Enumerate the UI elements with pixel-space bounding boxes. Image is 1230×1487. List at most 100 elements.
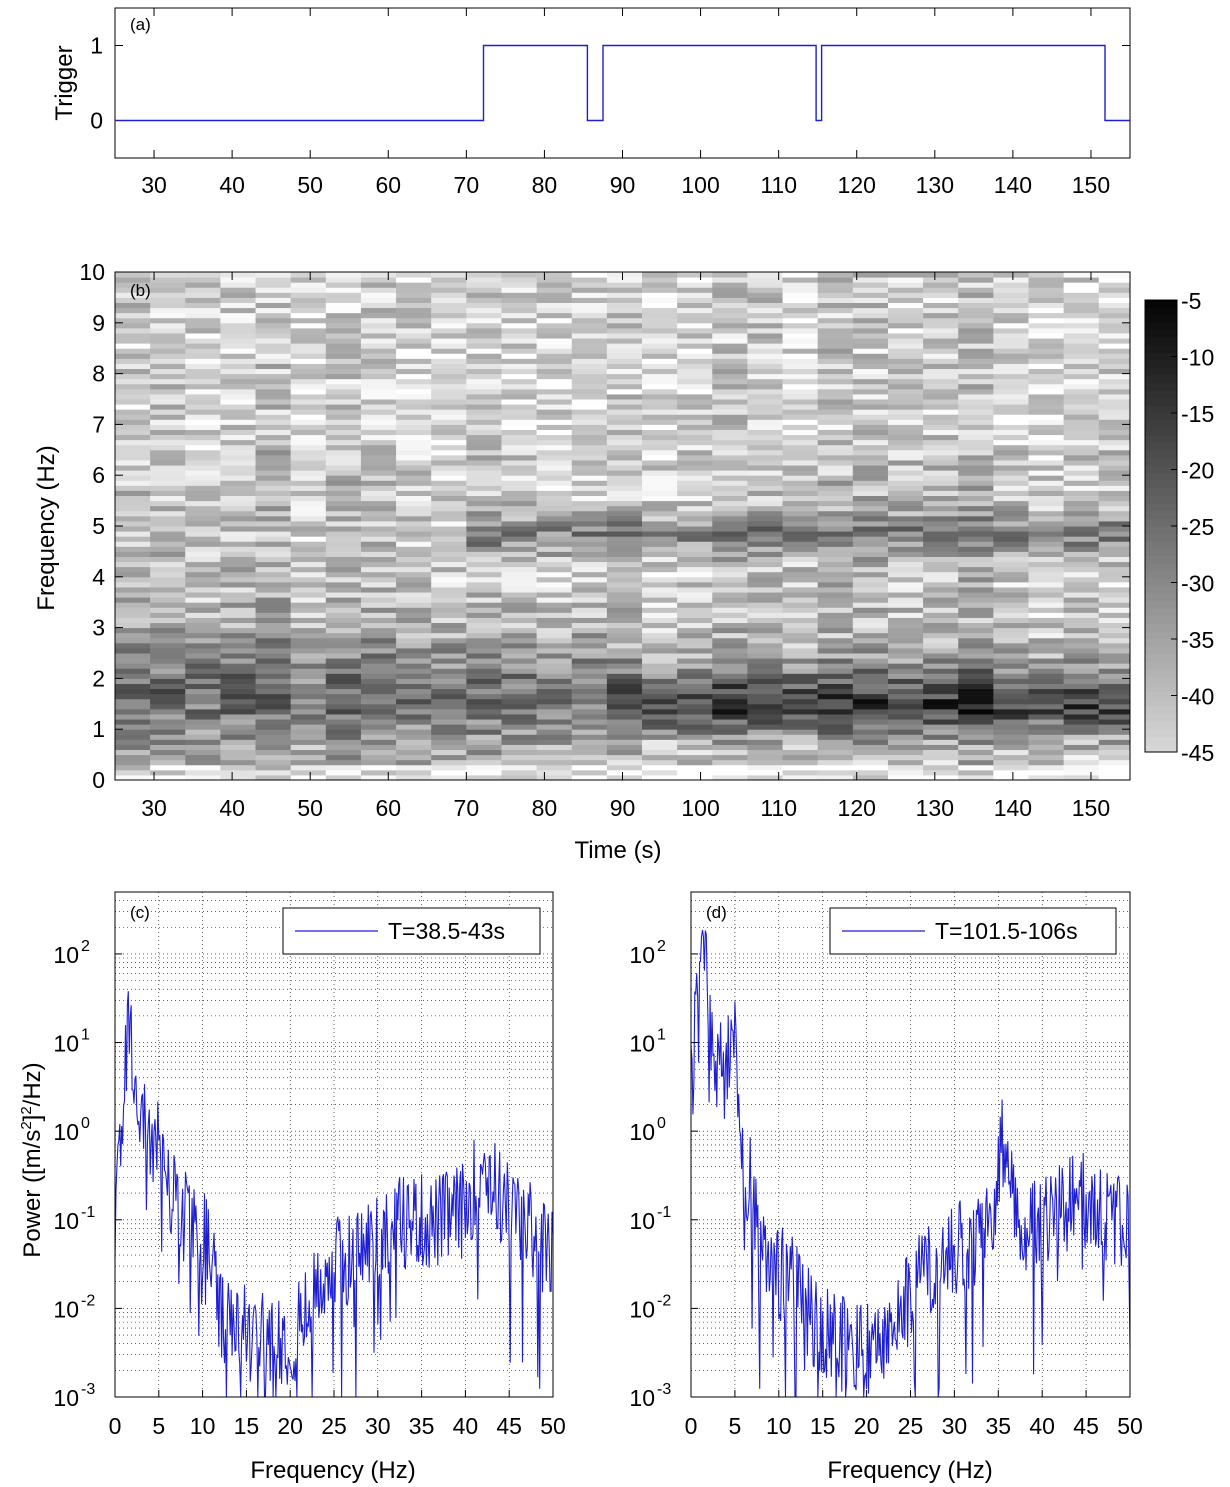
- spectrogram-cell: [1098, 378, 1131, 385]
- spectrogram-cell: [993, 744, 1029, 751]
- spectrogram-cell: [606, 444, 643, 451]
- spectrogram-cell: [571, 627, 608, 634]
- spectrogram-cell: [536, 658, 573, 664]
- spectrogram-cell: [712, 653, 748, 659]
- spectrogram-cell: [431, 581, 467, 588]
- spectrogram-cell: [887, 454, 924, 461]
- spectrogram-cell: [993, 592, 1029, 598]
- spectrogram-cell: [571, 561, 608, 568]
- panel-d-tag: (d): [706, 903, 727, 922]
- spectrogram-cell: [958, 703, 994, 710]
- spectrogram-cell: [747, 571, 784, 578]
- spectrogram-cell: [677, 698, 713, 705]
- spectrogram-cell: [852, 607, 889, 613]
- spectrogram-cell: [501, 414, 538, 420]
- spectrogram-cell: [501, 399, 538, 405]
- spectrogram-cell: [290, 653, 327, 659]
- spectrogram-cell: [571, 302, 608, 309]
- spectrogram-cell: [887, 698, 924, 705]
- spectrogram-cell: [185, 439, 221, 446]
- spectrogram-cell: [536, 449, 573, 456]
- spectrogram-cell: [993, 368, 1029, 375]
- spectrogram-cell: [290, 622, 327, 629]
- colorbar-step: [1145, 586, 1177, 595]
- spectrogram-cell: [431, 683, 467, 690]
- spectrogram-cell: [887, 424, 924, 430]
- spectrogram-cell: [150, 713, 186, 720]
- spectrogram-cell: [115, 302, 151, 309]
- spectrogram-cell: [958, 617, 994, 624]
- spectrogram-cell: [923, 424, 959, 430]
- spectrogram-cell: [536, 642, 573, 649]
- spectrogram-cell: [290, 297, 327, 303]
- spectrogram-cell: [290, 744, 327, 751]
- spectrogram-cell: [852, 703, 889, 710]
- spectrogram-cell: [1028, 292, 1065, 298]
- spectrogram-cell: [923, 282, 959, 288]
- spectrogram-cell: [466, 597, 502, 603]
- spectrogram-cell: [396, 338, 432, 344]
- spectrogram-cell: [150, 485, 186, 491]
- spectrogram-cell: [923, 627, 959, 634]
- spectrogram-cell: [677, 338, 713, 344]
- spectrogram-cell: [958, 343, 994, 349]
- spectrogram-cell: [220, 698, 257, 705]
- spectrogram-cell: [466, 312, 502, 319]
- spectrogram-cell: [958, 272, 994, 278]
- spectrogram-cell: [852, 470, 889, 476]
- spectrogram-cell: [325, 698, 362, 705]
- spectrogram-cell: [220, 454, 257, 461]
- spectrogram-cell: [712, 769, 748, 776]
- spectrogram-cell: [677, 475, 713, 481]
- spectrogram-cell: [1028, 531, 1065, 537]
- spectrogram-cell: [115, 531, 151, 537]
- spectrogram-cell: [115, 277, 151, 283]
- spectrogram-cell: [993, 556, 1029, 563]
- spectrogram-cell: [958, 612, 994, 618]
- colorbar-step: [1145, 405, 1177, 414]
- spectrogram-cell: [677, 414, 713, 420]
- spectrogram-cell: [817, 312, 854, 319]
- spectrogram-cell: [923, 287, 959, 293]
- spectrogram-cell: [958, 317, 994, 324]
- spectrogram-cell: [431, 744, 467, 751]
- spectrogram-cell: [712, 612, 748, 618]
- spectrogram-cell: [642, 536, 678, 542]
- panel-c-xtick-label: 20: [277, 1413, 303, 1439]
- spectrogram-cell: [747, 647, 784, 654]
- spectrogram-cell: [1028, 312, 1065, 319]
- spectrogram-cell: [290, 520, 327, 527]
- spectrogram-cell: [571, 485, 608, 491]
- spectrogram-cell: [360, 678, 397, 684]
- spectrogram-cell: [571, 470, 608, 476]
- spectrogram-cell: [150, 597, 186, 603]
- spectrogram-cell: [150, 769, 186, 776]
- spectrogram-cell: [431, 424, 467, 430]
- spectrogram-cell: [466, 459, 502, 466]
- spectrogram-cell: [677, 632, 713, 639]
- spectrogram-cell: [1098, 414, 1131, 420]
- spectrogram-cell: [993, 668, 1029, 674]
- spectrogram-cell: [571, 713, 608, 720]
- spectrogram-cell: [606, 556, 643, 563]
- spectrogram-cell: [185, 602, 221, 608]
- spectrogram-cell: [606, 749, 643, 756]
- spectrogram-cell: [712, 282, 748, 288]
- spectrogram-cell: [255, 688, 292, 695]
- spectrogram-cell: [115, 368, 151, 375]
- spectrogram-cell: [290, 515, 327, 522]
- spectrogram-cell: [958, 653, 994, 659]
- spectrogram-cell: [712, 658, 748, 664]
- spectrogram-cell: [1063, 642, 1100, 649]
- spectrogram-cell: [747, 282, 784, 288]
- spectrogram-cell: [887, 531, 924, 537]
- spectrogram-cell: [431, 419, 467, 425]
- spectrogram-cell: [1098, 510, 1131, 517]
- spectrogram-cell: [642, 592, 678, 598]
- spectrogram-cell: [817, 749, 854, 756]
- spectrogram-cell: [220, 754, 257, 761]
- spectrogram-cell: [255, 632, 292, 639]
- spectrogram-cell: [1098, 566, 1131, 573]
- spectrogram-cell: [501, 500, 538, 507]
- spectrogram-cell: [1063, 312, 1100, 319]
